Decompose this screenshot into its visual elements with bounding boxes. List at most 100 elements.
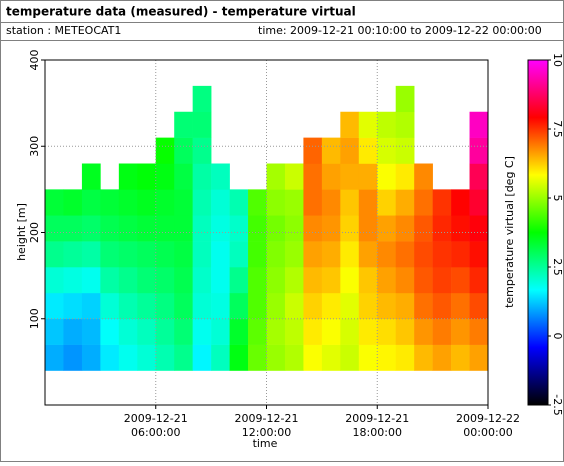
heat-cell [266, 215, 286, 242]
heat-cell [192, 137, 212, 164]
time-range: time: 2009-12-21 00:10:00 to 2009-12-22 … [258, 24, 542, 37]
x-axis-label: time [253, 437, 278, 450]
heat-cell [81, 292, 101, 320]
colorbar-tick-label: 2.5 [551, 258, 564, 276]
heat-cell [358, 189, 378, 216]
heat-cell [118, 292, 138, 320]
heat-cell [137, 292, 157, 320]
heat-cell [395, 267, 415, 294]
heat-cell [137, 163, 157, 190]
heat-cell [229, 241, 249, 268]
heat-cell [321, 292, 341, 320]
heat-cell [248, 215, 267, 242]
heat-cell [321, 137, 341, 164]
heat-cell [63, 344, 83, 371]
heat-cell [340, 267, 360, 294]
heat-cell [63, 318, 83, 345]
heat-cell [358, 267, 378, 294]
heat-cell [174, 189, 193, 216]
heat-cell [192, 292, 212, 320]
heat-cell [211, 189, 230, 216]
heat-cell [377, 137, 397, 164]
heat-cell [211, 292, 230, 320]
heat-cell [284, 163, 304, 190]
heat-cell [432, 318, 452, 345]
heat-cell [229, 344, 249, 371]
heat-cell [63, 241, 83, 268]
heat-cell [358, 215, 378, 242]
heat-cell [155, 137, 175, 164]
heat-cell [229, 292, 249, 320]
heat-cell [469, 189, 489, 216]
heat-cell [45, 189, 64, 216]
heat-cell [469, 111, 489, 138]
x-tick-label: 2009-12-21 [235, 412, 299, 425]
heat-cell [284, 318, 304, 345]
heat-cell [321, 163, 341, 190]
heat-cell [303, 215, 323, 242]
heat-cell [358, 163, 378, 190]
heat-cell [451, 344, 470, 371]
heat-cell [432, 292, 452, 320]
x-tick-label: 2009-12-22 [456, 412, 520, 425]
colorbar-tick-label: -2.5 [551, 394, 564, 415]
y-tick-label: 400 [28, 50, 41, 71]
heat-cell [174, 292, 193, 320]
heat-cell [100, 318, 120, 345]
heat-cell [432, 215, 452, 242]
heat-cell [340, 241, 360, 268]
heat-cell [211, 267, 230, 294]
heat-cell [321, 215, 341, 242]
heat-cell [248, 267, 267, 294]
heat-cell [137, 241, 157, 268]
heat-cell [118, 267, 138, 294]
heat-cell [358, 344, 378, 371]
heat-cell [155, 267, 175, 294]
heat-cell [303, 267, 323, 294]
heat-cell [340, 318, 360, 345]
heat-cell [377, 241, 397, 268]
heat-cell [192, 215, 212, 242]
heat-cell [469, 163, 489, 190]
x-tick-label: 18:00:00 [353, 426, 402, 439]
heat-cell [451, 267, 470, 294]
heat-cell [174, 215, 193, 242]
heat-cell [81, 318, 101, 345]
heat-cell [211, 241, 230, 268]
heat-cell [248, 241, 267, 268]
station: station : METEOCAT1 [6, 24, 121, 37]
heat-cell [155, 241, 175, 268]
heat-cell [284, 241, 304, 268]
heat-cell [211, 215, 230, 242]
heat-cell [469, 267, 489, 294]
heat-cell [45, 318, 64, 345]
x-tick-label: 2009-12-21 [345, 412, 409, 425]
heat-cell [414, 292, 433, 320]
heat-cell [118, 241, 138, 268]
heat-cell [284, 344, 304, 371]
heat-cell [211, 318, 230, 345]
heat-cell [451, 215, 470, 242]
heat-cell [248, 292, 267, 320]
heat-cell [321, 241, 341, 268]
heat-cell [229, 267, 249, 294]
heat-cell [340, 292, 360, 320]
heat-cell [45, 292, 64, 320]
heat-cell [303, 241, 323, 268]
heat-cell [284, 215, 304, 242]
heat-cell [100, 344, 120, 371]
heat-cell [414, 344, 433, 371]
heat-cell [266, 344, 286, 371]
colorbar-tick-label: 5 [551, 195, 564, 202]
heat-cell [192, 111, 212, 138]
heat-cell [284, 189, 304, 216]
heat-cell [137, 215, 157, 242]
heat-cell [81, 215, 101, 242]
heat-cell [395, 189, 415, 216]
heat-cell [377, 318, 397, 345]
heat-cell [414, 163, 433, 190]
heat-cell [192, 267, 212, 294]
heat-cell [174, 241, 193, 268]
heat-cell [432, 241, 452, 268]
